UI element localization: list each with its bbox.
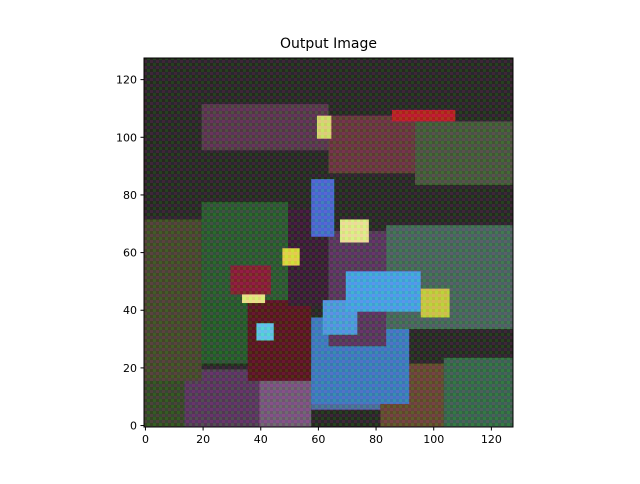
y-tick-label: 20 bbox=[123, 362, 137, 375]
x-tick-label: 40 bbox=[254, 433, 268, 446]
x-tick-label: 60 bbox=[311, 433, 325, 446]
x-tick-label: 100 bbox=[423, 433, 444, 446]
y-tick-label: 100 bbox=[116, 131, 137, 144]
image-noise-overlay bbox=[144, 58, 513, 427]
image-region-2 bbox=[271, 427, 346, 479]
axes-frame bbox=[143, 57, 514, 428]
y-tick-label: 60 bbox=[123, 247, 137, 260]
y-axis: 0 20 40 60 80 100 120 bbox=[116, 74, 144, 433]
x-tick-label: 120 bbox=[481, 433, 502, 446]
image-area bbox=[144, 58, 513, 479]
y-tick-label: 0 bbox=[130, 420, 137, 433]
y-tick-label: 40 bbox=[123, 304, 137, 317]
x-tick-label: 0 bbox=[142, 433, 149, 446]
chart-title: Output Image bbox=[280, 36, 377, 52]
x-tick-label: 80 bbox=[369, 433, 383, 446]
y-tick-label: 80 bbox=[123, 189, 137, 202]
x-axis: 0 20 40 60 80 100 120 bbox=[142, 427, 502, 446]
x-tick-label: 20 bbox=[196, 433, 210, 446]
y-tick-label: 120 bbox=[116, 74, 137, 87]
